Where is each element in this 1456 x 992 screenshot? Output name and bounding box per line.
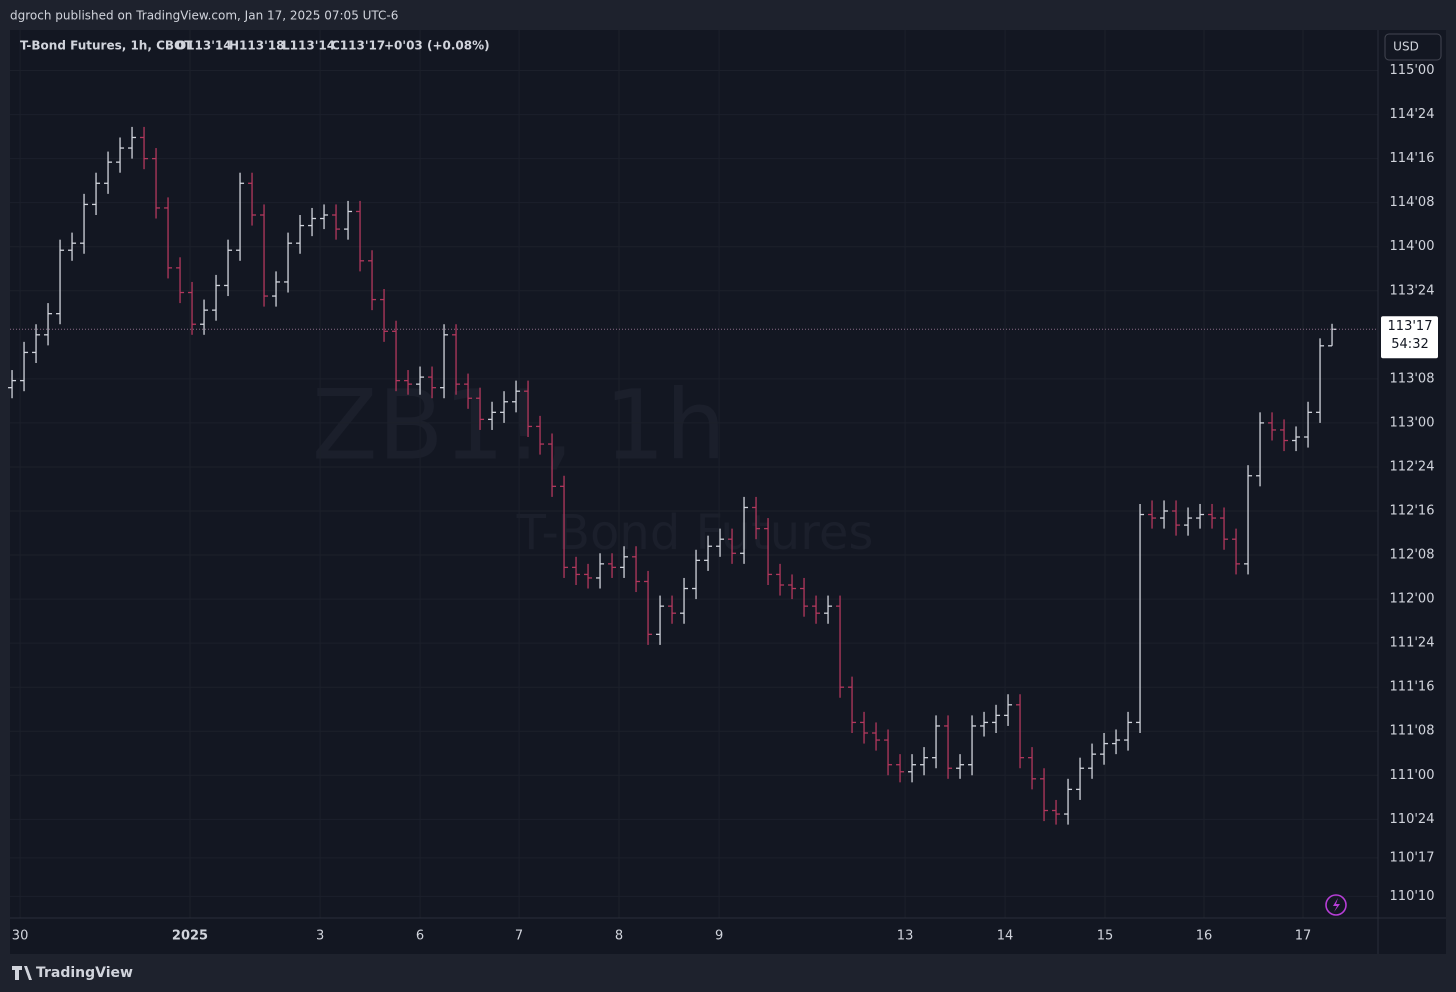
plot (8, 30, 1378, 918)
x-tick-label: 7 (515, 929, 523, 944)
x-tick-label: 16 (1196, 929, 1213, 944)
x-tick-label: 2025 (172, 929, 208, 944)
y-tick-label: 111'24 (1390, 636, 1435, 651)
x-tick-label: 3 (316, 929, 324, 944)
x-tick-label: 14 (997, 929, 1014, 944)
alert-icon[interactable] (1325, 894, 1347, 916)
y-tick-label: 113'08 (1390, 371, 1435, 386)
x-tick-label: 17 (1295, 929, 1312, 944)
y-tick-label: 110'17 (1390, 850, 1435, 865)
y-tick-label: 114'00 (1390, 239, 1435, 254)
y-tick-label: 112'16 (1390, 504, 1435, 519)
y-tick-label: 110'10 (1390, 889, 1435, 904)
ohlc-legend-item: H113'18 (229, 39, 284, 53)
y-tick-label: 114'08 (1390, 195, 1435, 210)
watermark-subtitle: T-Bond Futures (516, 505, 874, 561)
y-tick-label: 110'24 (1390, 812, 1435, 827)
y-tick-label: 113'00 (1390, 415, 1435, 430)
logo (12, 966, 32, 980)
x-tick-label: 15 (1097, 929, 1114, 944)
y-tick-label: 112'08 (1390, 548, 1435, 563)
y-tick-label: 111'08 (1390, 724, 1435, 739)
y-tick-label: 112'00 (1390, 592, 1435, 607)
last-price-label: 113'17 (1388, 319, 1433, 334)
x-tick-label: 13 (897, 929, 914, 944)
chart-panel (10, 30, 1446, 954)
brand: TradingView (36, 965, 133, 981)
last-price-box (1381, 316, 1438, 359)
x-tick-label: 6 (416, 929, 424, 944)
ohlc-legend-item: C113'17 (331, 39, 385, 53)
x-tick-label: 8 (615, 929, 623, 944)
y-tick-label: 113'24 (1390, 283, 1435, 298)
ohlc-legend-item: O113'14 (176, 39, 232, 53)
alert-bolt (1333, 898, 1340, 912)
currency-button[interactable] (1384, 33, 1442, 61)
currency[interactable]: USD (1393, 40, 1419, 54)
y-tick-label: 111'16 (1390, 680, 1435, 695)
y-tick-label: 114'24 (1390, 107, 1435, 122)
ohlc-legend-item: +0'03 (+0.08%) (384, 39, 490, 53)
y-tick-label: 111'00 (1390, 768, 1435, 783)
y-tick-label: 115'00 (1390, 63, 1435, 78)
publisher-line: dgroch published on TradingView.com, Jan… (10, 9, 398, 23)
y-tick-label: 114'16 (1390, 151, 1435, 166)
y-tick-label: 112'24 (1390, 459, 1435, 474)
x-tick-label: 30 (12, 929, 29, 944)
ohlc-legend-item: L113'14 (282, 39, 335, 53)
x-tick-label: 9 (715, 929, 723, 944)
countdown: 54:32 (1391, 337, 1428, 352)
chart-title: T-Bond Futures, 1h, CBOT (20, 39, 193, 53)
